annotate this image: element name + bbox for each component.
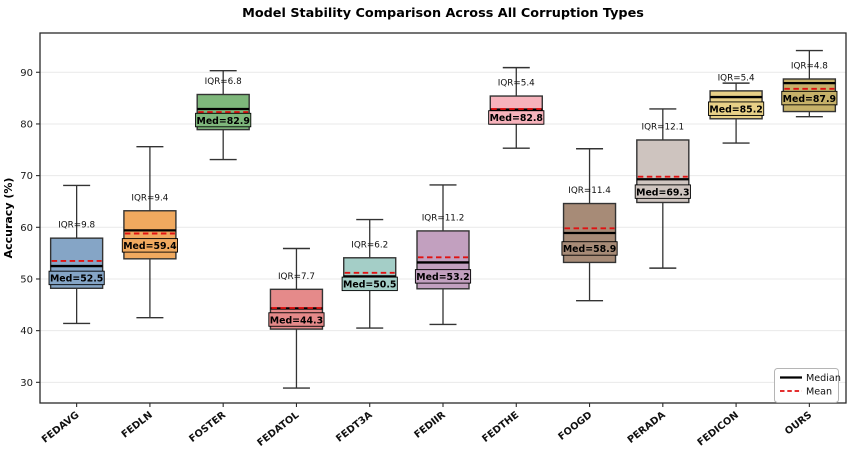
box-group-fedavg: IQR=9.8 Med=52.5: [48, 184, 105, 325]
med-annotation-box: [48, 270, 105, 286]
med-annotation: Med=50.5: [343, 280, 396, 291]
med-annotation-box: [414, 269, 472, 284]
xtick-label-fedt3a: FEDT3A: [334, 409, 375, 444]
box-group-fedthe: IQR=5.4 Med=82.8: [488, 66, 545, 149]
box-group-fedt3a: IQR=6.2 Med=50.5: [341, 218, 398, 329]
iqr-annotation: IQR=12.1: [642, 123, 685, 133]
med-annotation-box: [268, 312, 325, 327]
iqr-annotation: IQR=11.4: [568, 186, 611, 196]
xtick-label-perada: PERADA: [626, 409, 668, 445]
box-group-perada: IQR=12.1 Med=69.3: [634, 108, 691, 269]
xtick-label-foogd: FOOGD: [556, 410, 594, 443]
box-group-fedln: IQR=9.4 Med=59.4: [121, 145, 178, 319]
iqr-annotation: IQR=9.8: [58, 221, 95, 231]
xtick-label-fedicon: FEDICON: [696, 410, 741, 449]
xtick-label-fediir: FEDIIR: [412, 409, 448, 440]
med-annotation: Med=87.9: [783, 94, 836, 105]
med-annotation: Med=58.9: [563, 244, 616, 255]
med-annotation-box: [708, 101, 765, 116]
med-annotation: Med=52.5: [50, 274, 103, 285]
iqr-annotation: IQR=5.4: [498, 79, 535, 89]
xtick-label-ours: OURS: [783, 410, 814, 438]
med-annotation-box: [781, 90, 838, 106]
med-annotation-box: [121, 238, 178, 253]
legend: Median Mean: [774, 368, 841, 403]
iqr-annotation: IQR=9.4: [131, 193, 168, 203]
box-group-fedicon: IQR=5.4 Med=85.2: [708, 73, 765, 144]
iqr-annotation: IQR=4.8: [791, 62, 828, 72]
boxes-layer: IQR=9.8 Med=52.5 IQR=9.4 Med=59.4 IQR=6.8 Med…: [48, 49, 838, 389]
med-annotation: Med=59.4: [123, 241, 177, 252]
iqr-annotation: IQR=6.2: [351, 240, 388, 250]
y-axis-label: Accuracy (%): [2, 178, 15, 259]
ytick-label-50: 50: [20, 274, 33, 285]
med-annotation-box: [634, 184, 691, 199]
iqr-annotation: IQR=11.2: [422, 213, 465, 223]
box-group-ours: IQR=4.8 Med=87.9: [781, 49, 838, 118]
ytick-label-70: 70: [20, 171, 33, 182]
box-group-fediir: IQR=11.2 Med=53.2: [414, 184, 472, 326]
ytick-label-30: 30: [20, 378, 33, 389]
med-annotation-box: [195, 112, 252, 128]
legend-mean-label: Mean: [806, 387, 832, 398]
box-group-foogd: IQR=11.4 Med=58.9: [561, 148, 618, 302]
iqr-annotation: IQR=6.8: [205, 77, 242, 87]
box-group-fedatol: IQR=7.7 Med=44.3: [268, 247, 325, 389]
iqr-annotation: IQR=7.7: [278, 272, 315, 282]
legend-median-label: Median: [806, 373, 841, 384]
med-annotation-box: [488, 110, 545, 125]
box-group-foster: IQR=6.8 Med=82.9: [195, 70, 252, 161]
iqr-annotation: IQR=5.4: [718, 73, 755, 83]
med-annotation: Med=85.2: [709, 104, 762, 115]
xtick-label-fedavg: FEDAVG: [40, 410, 81, 446]
xtick-label-foster: FOSTER: [187, 409, 228, 444]
med-annotation: Med=82.8: [490, 113, 543, 124]
xtick-label-fedatol: FEDATOL: [255, 410, 301, 449]
med-annotation: Med=44.3: [270, 315, 323, 326]
med-annotation-box: [341, 276, 398, 292]
xtick-label-fedln: FEDLN: [120, 410, 155, 441]
med-annotation: Med=69.3: [636, 187, 689, 198]
med-annotation: Med=53.2: [416, 272, 469, 283]
med-annotation-box: [561, 241, 618, 256]
xtick-label-fedthe: FEDTHE: [480, 410, 521, 445]
ytick-label-40: 40: [20, 326, 33, 337]
ytick-label-90: 90: [20, 68, 33, 79]
ytick-label-80: 80: [20, 119, 33, 130]
chart-title: Model Stability Comparison Across All Co…: [242, 6, 644, 21]
ytick-label-60: 60: [20, 223, 33, 234]
med-annotation: Med=82.9: [196, 116, 249, 127]
